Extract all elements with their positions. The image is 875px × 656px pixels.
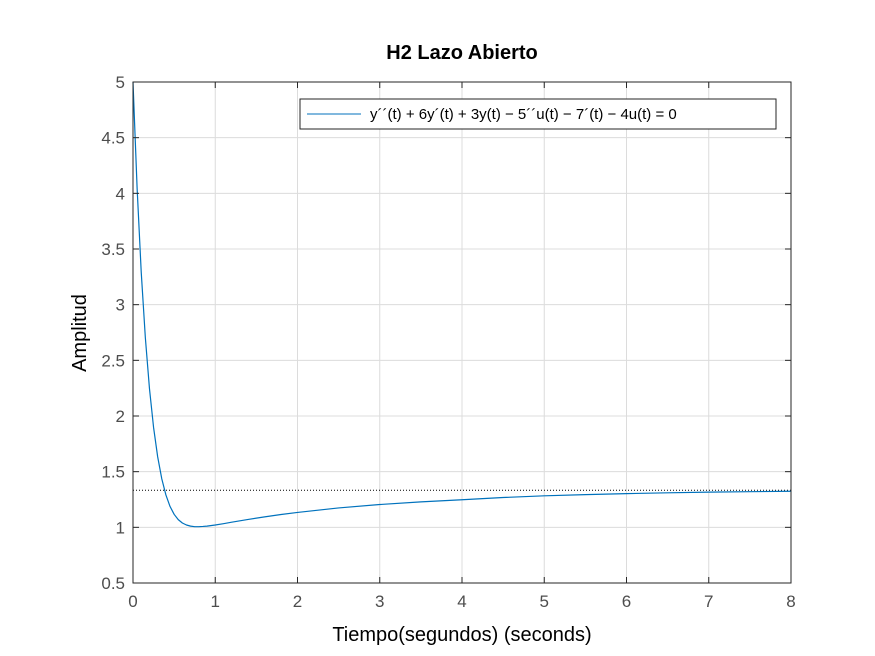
x-tick-label: 3 <box>375 592 384 611</box>
legend-box <box>299 98 777 130</box>
y-tick-label: 2 <box>116 407 125 426</box>
y-tick-label: 4 <box>116 184 125 203</box>
y-axis-label: Amplitud <box>69 294 91 372</box>
y-tick-labels: 0.5 1 1.5 2 2.5 3 3.5 4 4.5 5 <box>101 73 125 593</box>
y-tick-label: 2.5 <box>101 351 125 370</box>
y-tick-label: 1.5 <box>101 463 125 482</box>
x-tick-labels: 0 1 2 3 4 5 6 7 8 <box>128 592 795 611</box>
x-tick-label: 1 <box>211 592 220 611</box>
grid-lines <box>133 82 791 583</box>
series-line <box>132 81 792 528</box>
y-tick-label: 5 <box>116 73 125 92</box>
x-tick-label: 4 <box>457 592 466 611</box>
chart-title: H2 Lazo Abierto <box>386 42 538 64</box>
x-axis-label: Tiempo(segundos) (seconds) <box>332 624 591 646</box>
x-tick-label: 2 <box>293 592 302 611</box>
x-tick-label: 0 <box>128 592 137 611</box>
legend-entry-label: y´´(t) + 6y´(t) + 3y(t) − 5´´u(t) − 7´(t… <box>370 106 677 123</box>
legend: y´´(t) + 6y´(t) + 3y(t) − 5´´u(t) − 7´(t… <box>299 98 777 130</box>
y-tick-label: 3.5 <box>101 240 125 259</box>
y-tick-label: 3 <box>116 296 125 315</box>
x-tick-label: 6 <box>622 592 631 611</box>
x-tick-label: 7 <box>704 592 713 611</box>
x-tick-label: 8 <box>786 592 795 611</box>
axis-ticks <box>132 81 792 584</box>
y-tick-label: 1 <box>116 518 125 537</box>
y-tick-label: 4.5 <box>101 129 125 148</box>
x-tick-label: 5 <box>540 592 549 611</box>
series-group <box>132 81 792 528</box>
y-tick-label: 0.5 <box>101 574 125 593</box>
